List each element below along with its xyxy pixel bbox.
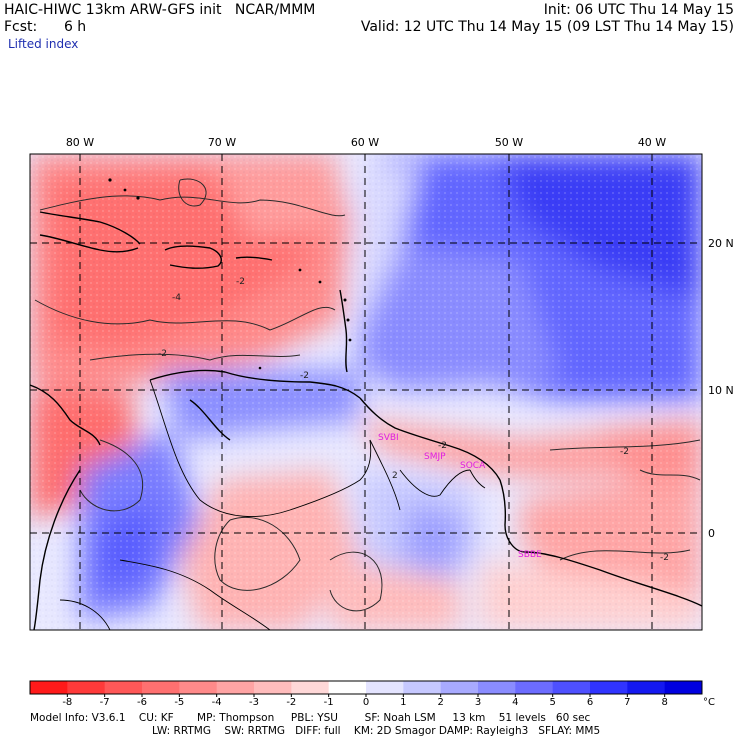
- colorbar-tick-label: -4: [212, 697, 222, 708]
- station-label: SVBI: [378, 433, 399, 443]
- colorbar-swatch: [627, 681, 666, 694]
- colorbar-swatch: [440, 681, 479, 694]
- model-info-line2: LW: RRTMG SW: RRTMG DIFF: full KM: 2D Sm…: [152, 725, 601, 737]
- islands: [108, 178, 352, 370]
- colorbar-swatch: [664, 681, 703, 694]
- lon-label-80w: 80 W: [66, 136, 94, 149]
- lat-lon-grid: [30, 154, 702, 630]
- colorbar-swatch: [30, 681, 68, 694]
- lon-label-40w: 40 W: [638, 136, 666, 149]
- colorbar-tick-label: -1: [324, 697, 334, 708]
- contour-label: 2: [392, 471, 398, 481]
- colorbar-swatch: [104, 681, 143, 694]
- station-label: SMJP: [424, 452, 446, 462]
- colorbar-tick-label: 3: [475, 697, 481, 708]
- valid-time: Valid: 12 UTC Thu 14 May 15 (09 LST Thu …: [360, 19, 734, 35]
- colorbar-swatch: [366, 681, 404, 694]
- colorbar-tick-label: 4: [512, 697, 518, 708]
- lon-label-50w: 50 W: [495, 136, 523, 149]
- contour-label: -2: [660, 553, 669, 563]
- colorbar: -8 -7 -6 -5 -4 -3 -2 -1 0 1 2 3 4 5 6 7 8 °C: [29, 680, 715, 708]
- lon-label-70w: 70 W: [208, 136, 236, 149]
- colorbar-swatch: [552, 681, 591, 694]
- contour-label: -2: [236, 277, 245, 287]
- colorbar-tick-label: 2: [437, 697, 443, 708]
- lon-label-60w: 60 W: [351, 136, 379, 149]
- station-label: SBBE: [518, 550, 542, 560]
- model-info-line1: Model Info: V3.6.1 CU: KF MP: Thompson P…: [30, 712, 591, 724]
- lat-label-10n: 10 N: [708, 384, 734, 397]
- lifted-index-field: [30, 154, 702, 630]
- colorbar-swatch: [478, 681, 516, 694]
- lat-label-20n: 20 N: [708, 237, 734, 250]
- colorbar-tick-label: -3: [249, 697, 259, 708]
- colorbar-swatch: [142, 681, 180, 694]
- colorbar-swatch: [403, 681, 442, 694]
- colorbar-tick-label: 8: [661, 697, 667, 708]
- model-title: HAIC-HIWC 13km ARW-GFS init NCAR/MMM: [4, 2, 316, 18]
- colorbar-tick-label: 5: [549, 697, 555, 708]
- contour-lines: [34, 178, 701, 612]
- colorbar-tick-label: -7: [100, 697, 110, 708]
- station-label: SOCA: [460, 461, 486, 471]
- colorbar-swatch: [216, 681, 255, 694]
- field-name: Lifted index: [8, 37, 79, 51]
- colorbar-unit: °C: [703, 697, 715, 708]
- colorbar-swatch: [590, 681, 628, 694]
- coastlines: [30, 211, 702, 630]
- colorbar-tick-label: 1: [400, 697, 406, 708]
- init-time: Init: 06 UTC Thu 14 May 15: [543, 2, 734, 18]
- colorbar-swatch: [515, 681, 554, 694]
- contour-label: -2: [438, 441, 447, 451]
- colorbar-tick-label: -2: [286, 697, 296, 708]
- colorbar-tick-label: 6: [587, 697, 593, 708]
- lat-label-0: 0: [708, 527, 715, 540]
- colorbar-swatch: [254, 681, 292, 694]
- contour-label: -2: [158, 349, 167, 359]
- colorbar-tick-label: -8: [62, 697, 72, 708]
- country-borders: [59, 379, 486, 630]
- colorbar-swatch: [291, 681, 330, 694]
- forecast-hour: Fcst: 6 h: [4, 19, 87, 35]
- colorbar-tick-label: 0: [363, 697, 369, 708]
- contour-label: -2: [300, 371, 309, 381]
- contour-label: -4: [172, 293, 181, 303]
- colorbar-tick-label: 7: [624, 697, 630, 708]
- contour-label: -2: [620, 447, 629, 457]
- colorbar-swatch: [328, 681, 367, 694]
- colorbar-swatch: [179, 681, 218, 694]
- map-frame: [29, 153, 703, 631]
- colorbar-swatch: [67, 681, 106, 694]
- colorbar-tick-label: -6: [137, 697, 147, 708]
- colorbar-tick-label: -5: [174, 697, 184, 708]
